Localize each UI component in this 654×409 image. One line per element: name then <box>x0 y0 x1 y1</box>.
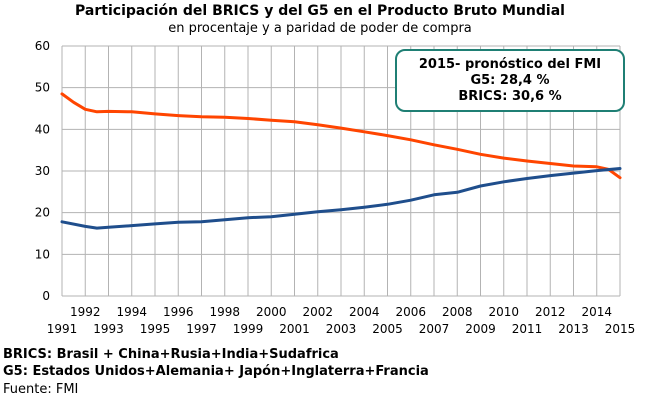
x-tick-label: 1999 <box>233 322 264 336</box>
x-tick-label: 2004 <box>349 305 380 319</box>
x-tick-label: 1996 <box>163 305 194 319</box>
y-tick-label: 40 <box>35 122 50 136</box>
y-tick-labels: 0 10 20 30 40 50 60 <box>35 39 50 303</box>
x-tick-label: 2009 <box>465 322 496 336</box>
annotation-line-3: BRICS: 30,6 % <box>458 89 562 104</box>
x-tick-label: 2010 <box>488 305 519 319</box>
y-tick-label: 60 <box>35 39 50 53</box>
x-tick-label: 2001 <box>279 322 310 336</box>
footer-brics-definition: BRICS: Brasil + China+Rusia+India+Sudafr… <box>3 347 339 362</box>
series-line-g5 <box>60 92 622 180</box>
axes <box>61 46 620 297</box>
x-tick-label: 2005 <box>372 322 403 336</box>
x-tick-label: 2000 <box>256 305 287 319</box>
x-tick-label: 2002 <box>302 305 333 319</box>
x-tick-label: 2003 <box>326 322 357 336</box>
x-tick-label: 1991 <box>47 322 78 336</box>
x-tick-label: 2012 <box>535 305 566 319</box>
footer-g5-definition: G5: Estados Unidos+Alemania+ Japón+Ingla… <box>3 364 429 379</box>
y-tick-label: 50 <box>35 81 50 95</box>
x-tick-label: 2008 <box>442 305 473 319</box>
y-tick-label: 20 <box>35 206 50 220</box>
x-tick-label: 2006 <box>395 305 426 319</box>
x-tick-label: 1992 <box>70 305 101 319</box>
x-tick-label: 2007 <box>419 322 450 336</box>
line-chart: 0 10 20 30 40 50 60 1992 1994 1996 1998 2000 2002 20… <box>35 39 636 336</box>
chart-title: Participación del BRICS y del G5 en el P… <box>75 3 565 19</box>
x-tick-label: 1997 <box>186 322 217 336</box>
x-tick-labels: 1992 1994 1996 1998 2000 2002 2004 2006 2008 2010… <box>47 305 636 336</box>
x-tick-label: 1998 <box>209 305 240 319</box>
x-tick-label: 2013 <box>558 322 589 336</box>
series-lines <box>60 92 622 230</box>
x-tick-label: 1994 <box>116 305 147 319</box>
x-tick-label: 1995 <box>140 322 171 336</box>
x-tick-label: 1993 <box>93 322 124 336</box>
y-tick-label: 10 <box>35 247 50 261</box>
x-tick-label: 2014 <box>581 305 612 319</box>
y-tick-label: 30 <box>35 164 50 178</box>
forecast-annotation-box: 2015- pronóstico del FMI G5: 28,4 % BRIC… <box>395 49 625 112</box>
annotation-line-2: G5: 28,4 % <box>470 73 550 88</box>
annotation-line-1: 2015- pronóstico del FMI <box>418 57 602 72</box>
x-tick-label: 2015 <box>605 322 636 336</box>
x-tick-label: 2011 <box>512 322 543 336</box>
footer-source: Fuente: FMI <box>3 382 79 397</box>
chart-subtitle: en procentaje y a paridad de poder de co… <box>168 21 472 36</box>
series-line-brics <box>60 167 622 230</box>
y-tick-label: 0 <box>42 289 50 303</box>
